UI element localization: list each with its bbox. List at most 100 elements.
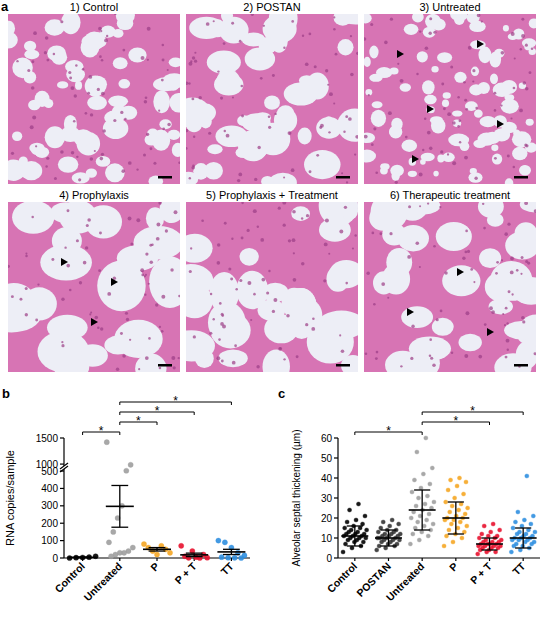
nucleus	[167, 69, 169, 71]
nucleus	[98, 269, 101, 272]
category-label: P	[447, 560, 460, 573]
nucleus	[443, 107, 446, 110]
point	[482, 524, 486, 528]
nucleus	[429, 147, 433, 151]
nucleus	[510, 117, 512, 119]
alveolus	[436, 222, 472, 251]
nucleus	[511, 293, 513, 295]
alveolus	[214, 74, 243, 96]
nucleus	[25, 255, 28, 258]
nucleus	[494, 109, 497, 112]
nucleus	[451, 352, 453, 354]
nucleus	[79, 281, 82, 284]
alveolus	[490, 73, 498, 84]
nucleus	[76, 156, 78, 158]
mean-line	[180, 554, 208, 556]
significance: *	[173, 394, 178, 408]
point	[450, 504, 454, 508]
nucleus	[100, 30, 102, 32]
tick-label: 300	[41, 500, 58, 511]
nucleus	[216, 356, 220, 360]
alveolus	[421, 153, 435, 161]
nucleus	[373, 303, 376, 306]
alveolus	[277, 105, 294, 119]
alveolus	[485, 272, 520, 302]
category-label: TT	[218, 560, 236, 578]
axis-line	[63, 438, 64, 466]
tick	[60, 557, 64, 558]
nucleus	[520, 48, 522, 50]
alveolus	[77, 344, 108, 366]
mean-line	[69, 557, 97, 559]
alveolus	[61, 14, 80, 34]
alveolus	[118, 79, 130, 89]
nucleus	[148, 283, 150, 285]
image-title: 1) Control	[70, 1, 118, 13]
alveolus	[24, 71, 36, 84]
point	[517, 530, 521, 534]
point	[464, 480, 468, 484]
point	[428, 482, 432, 486]
error-bar	[74, 556, 91, 558]
nucleus	[226, 134, 230, 138]
error-bar	[481, 538, 497, 550]
alveolus	[396, 202, 429, 221]
alveolus	[397, 354, 413, 370]
nucleus	[144, 275, 146, 277]
error-bar	[515, 528, 531, 548]
alveolus	[193, 163, 208, 180]
nucleus	[410, 357, 413, 360]
alveolus	[469, 21, 486, 32]
nucleus	[100, 327, 103, 330]
point	[409, 516, 413, 520]
point	[390, 518, 394, 522]
nucleus	[312, 317, 315, 320]
nucleus	[319, 126, 322, 129]
nucleus	[375, 171, 378, 174]
alveolus	[503, 25, 509, 31]
nucleus	[368, 94, 370, 96]
error-bar	[448, 502, 464, 534]
nucleus	[504, 232, 508, 236]
scale-bar	[514, 176, 528, 179]
nucleus	[278, 347, 282, 351]
micrograph	[364, 202, 536, 372]
error-cap	[414, 489, 430, 490]
nucleus	[256, 365, 259, 368]
arrowhead	[407, 308, 414, 316]
alveolus	[459, 334, 482, 352]
nucleus	[345, 282, 348, 285]
nucleus	[405, 136, 408, 139]
category-label: P + T	[172, 560, 199, 587]
nucleus	[189, 62, 193, 66]
nucleus	[231, 238, 233, 240]
nucleus	[432, 364, 436, 368]
point	[410, 490, 414, 494]
alveolus	[240, 248, 259, 266]
nucleus	[194, 60, 197, 63]
significance: *	[136, 414, 141, 428]
nucleus	[291, 168, 295, 172]
nucleus	[174, 210, 178, 214]
alveolus	[364, 150, 376, 163]
nucleus	[419, 266, 421, 268]
nucleus	[424, 117, 427, 120]
nucleus	[235, 288, 238, 291]
error-cap	[414, 529, 430, 530]
alveolus	[337, 39, 353, 55]
nucleus	[305, 323, 308, 326]
point	[446, 488, 450, 492]
alveolus	[442, 265, 480, 296]
x-tick	[354, 558, 355, 561]
nucleus	[350, 35, 352, 37]
error-cap	[481, 549, 497, 550]
nucleus	[419, 205, 421, 207]
alveolus	[162, 73, 180, 88]
alveolus	[159, 119, 171, 129]
error-bar	[223, 549, 240, 554]
alveolus	[417, 51, 428, 62]
nucleus	[416, 73, 419, 76]
scale-bar	[336, 364, 350, 367]
x-tick	[523, 558, 524, 561]
nucleus	[311, 327, 315, 331]
